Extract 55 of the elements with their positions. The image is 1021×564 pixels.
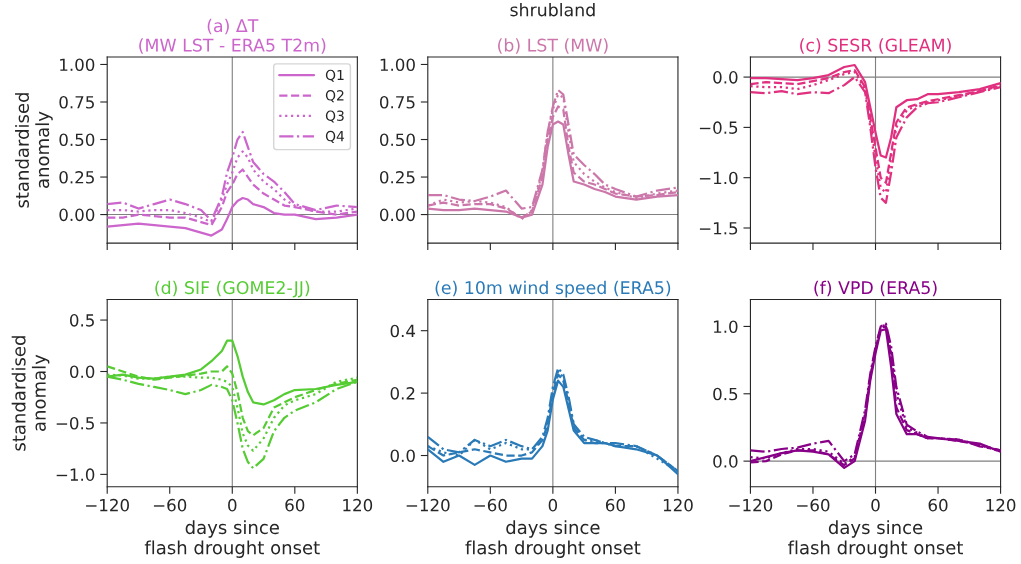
y-tick-label: 0.75	[59, 95, 94, 109]
x-tick-label: −60	[153, 498, 187, 512]
x-axis-title: days since flash drought onset	[144, 520, 320, 558]
y-axis-title: standardised anomaly	[11, 336, 50, 451]
y-tick-label: −1.5	[699, 222, 738, 235]
chart-title: (d) SIF (GOME2-JJ)	[155, 280, 310, 298]
x-tick-label: 0	[548, 498, 558, 512]
y-tick-label: 0.50	[379, 133, 415, 147]
text: shrubland	[510, 2, 595, 17]
y-tick-label: 1.00	[380, 58, 415, 72]
y-axis-title: standardised anomaly	[15, 93, 53, 208]
y-tick-label: −0.5	[699, 121, 738, 134]
x-tick-label: −120	[86, 498, 129, 512]
x-tick-label: −60	[797, 498, 830, 512]
y-tick-label: 0.00	[59, 208, 95, 222]
x-tick-label: −60	[474, 498, 507, 512]
y-tick-label: 0.25	[379, 171, 415, 184]
chart-title: (f) VPD (ERA5)	[814, 280, 937, 297]
y-tick-label: 0.25	[59, 171, 94, 184]
y-tick-label: 0.75	[379, 95, 415, 109]
legend-label: Q1	[325, 69, 344, 82]
x-tick-label: −120	[406, 498, 450, 512]
y-tick-label: 0.5	[69, 314, 94, 327]
y-tick-label: 0.0	[69, 365, 95, 379]
y-tick-label: −1.0	[699, 171, 738, 185]
legend-label: Q4	[325, 130, 345, 143]
y-tick-label: −1.0	[56, 468, 95, 481]
x-tick-label: 60	[285, 498, 305, 512]
x-tick-label: −120	[729, 498, 773, 512]
chart-title: (a) ΔT (MW LST - ERA5 T2m)	[139, 18, 326, 54]
y-tick-label: 0.0	[713, 455, 738, 468]
y-tick-label: 0.00	[379, 208, 415, 222]
y-tick-label: 0.50	[59, 133, 95, 147]
y-tick-label: 0.0	[390, 449, 415, 463]
x-tick-label: 120	[986, 498, 1016, 512]
chart-title: (b) LST (MW)	[498, 38, 608, 54]
x-tick-label: 0	[871, 498, 880, 512]
legend-label: Q3	[325, 110, 344, 123]
y-tick-label: 1.00	[60, 58, 95, 72]
x-tick-label: 60	[928, 498, 948, 512]
y-tick-label: 0.4	[390, 324, 416, 338]
chart-title: (c) SESR (GLEAM)	[800, 38, 951, 54]
x-axis-title: days since flash drought onset	[788, 520, 963, 558]
y-tick-label: 1.0	[713, 320, 738, 333]
x-tick-label: 120	[663, 498, 693, 512]
x-tick-label: 0	[228, 498, 237, 512]
x-tick-label: 60	[605, 498, 625, 512]
x-axis-title: days since flash drought onset	[465, 520, 641, 558]
y-tick-label: −0.5	[56, 416, 94, 430]
legend-label: Q2	[325, 90, 344, 103]
x-tick-label: 120	[343, 498, 373, 512]
y-tick-label: 0.5	[713, 387, 738, 401]
y-tick-label: 0.2	[390, 387, 415, 400]
y-tick-label: 0.0	[713, 71, 738, 84]
chart-title: (e) 10m wind speed (ERA5)	[435, 280, 671, 298]
